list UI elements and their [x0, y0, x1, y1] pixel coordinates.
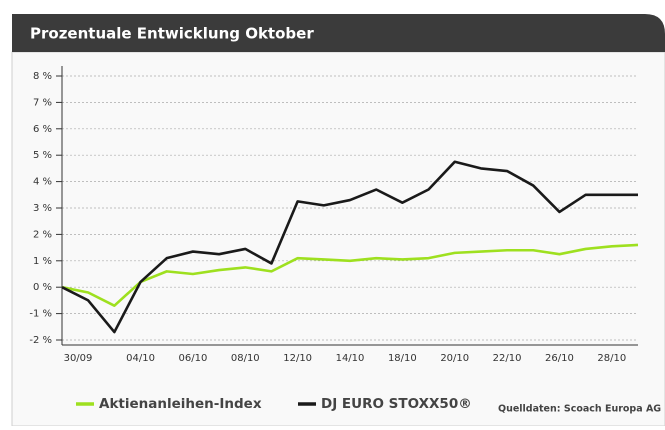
y-tick-label: -2 %	[29, 335, 52, 346]
y-tick-label: 1 %	[33, 256, 52, 267]
y-tick-label: 4 %	[33, 177, 52, 188]
x-tick-label: 08/10	[231, 353, 260, 364]
x-tick-label: 14/10	[336, 353, 365, 364]
chart-title: Prozentuale Entwicklung Oktober	[30, 25, 314, 43]
y-tick-label: 5 %	[33, 150, 52, 161]
series-line	[61, 243, 639, 307]
header-bar	[12, 14, 665, 52]
legend-label: DJ EURO STOXX50®	[321, 396, 472, 412]
y-tick-label: 3 %	[33, 203, 52, 214]
x-tick-label: 22/10	[493, 353, 522, 364]
chart-panel	[11, 51, 665, 427]
x-tick-label: 06/10	[178, 353, 207, 364]
x-tick-label: 04/10	[126, 353, 155, 364]
y-tick-label: 2 %	[33, 229, 52, 240]
x-tick-label: 30/09	[64, 353, 93, 364]
y-tick-label: -1 %	[29, 309, 52, 320]
x-tick-label: 26/10	[545, 353, 574, 364]
source-note: Quelldaten: Scoach Europa AG	[498, 404, 661, 415]
y-tick-label: 6 %	[33, 124, 52, 135]
series-line	[61, 160, 638, 334]
x-tick-label: 20/10	[440, 353, 469, 364]
x-tick-label: 12/10	[283, 353, 312, 364]
y-tick-label: 0 %	[33, 282, 52, 293]
y-tick-label: 7 %	[33, 97, 52, 108]
y-tick-label: 8 %	[33, 71, 52, 82]
x-tick-label: 28/10	[597, 353, 626, 364]
legend-label: Aktienanleihen-Index	[99, 396, 262, 412]
x-tick-label: 18/10	[388, 353, 417, 364]
